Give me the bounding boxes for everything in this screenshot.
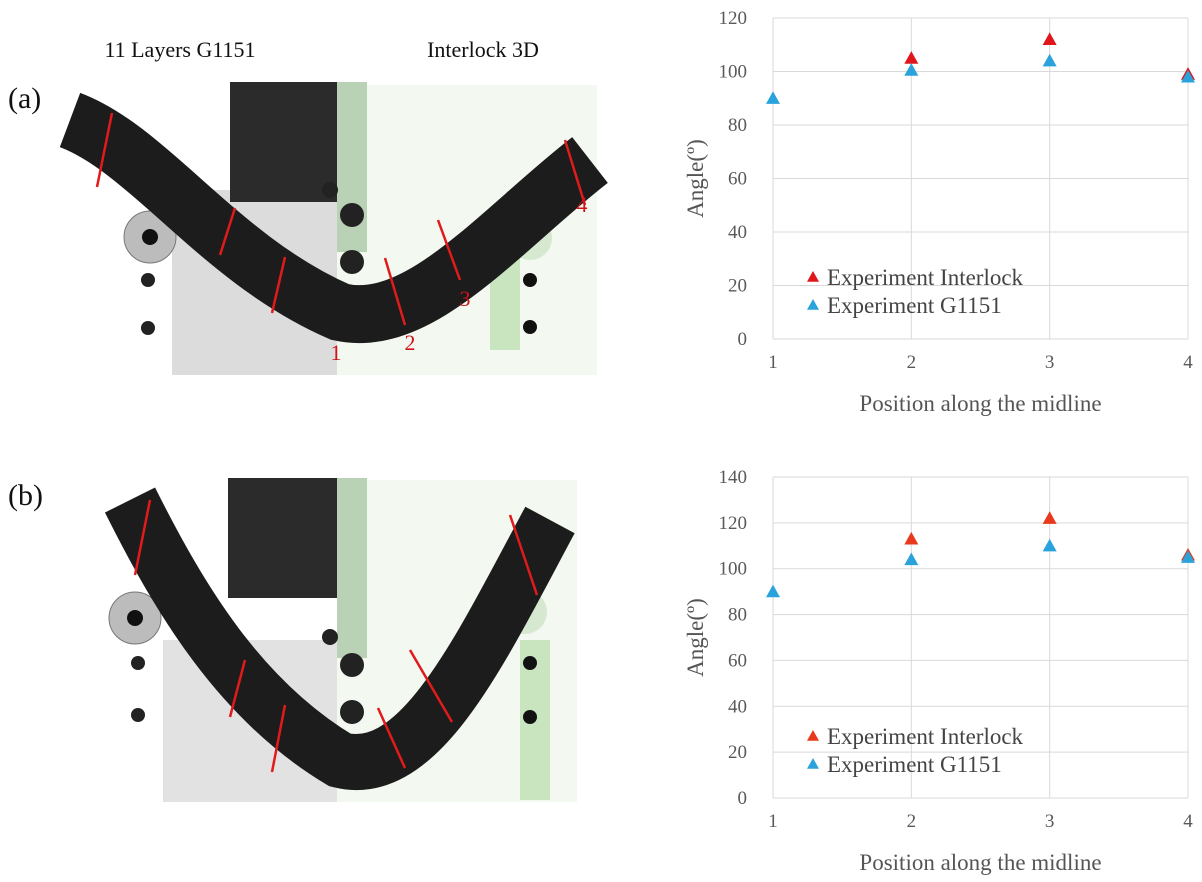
data-point: [904, 552, 919, 566]
y-tick-label: 140: [719, 467, 748, 488]
panel-label: (a): [8, 82, 41, 115]
y-tick-label: 120: [719, 513, 748, 534]
photo-b: [104, 478, 577, 802]
x-tick-label: 1: [768, 352, 778, 373]
legend-marker: [807, 271, 819, 282]
y-tick-label: 40: [728, 222, 747, 243]
x-tick-label: 4: [1183, 352, 1193, 373]
position-marker: 1: [331, 340, 342, 365]
y-tick-label: 100: [719, 559, 748, 580]
x-tick-label: 1: [768, 811, 778, 832]
data-point: [766, 584, 780, 598]
data-point: [1042, 53, 1057, 67]
y-tick-label: 80: [728, 115, 747, 136]
x-axis-title: Position along the midline: [859, 850, 1101, 875]
data-point: [1042, 32, 1057, 45]
x-axis-title: Position along the midline: [859, 391, 1101, 416]
position-marker: 3: [460, 286, 471, 311]
y-tick-label: 20: [728, 276, 747, 297]
x-tick-label: 4: [1183, 811, 1193, 832]
y-axis-title: Angle(º): [683, 139, 708, 218]
legend-label: Experiment Interlock: [827, 265, 1024, 290]
x-tick-label: 3: [1045, 352, 1055, 373]
data-point: [904, 51, 919, 64]
y-tick-label: 60: [728, 169, 747, 190]
x-tick-label: 2: [907, 811, 917, 832]
y-tick-label: 80: [728, 605, 747, 626]
legend-label: Experiment G1151: [827, 293, 1002, 318]
x-tick-label: 3: [1045, 811, 1055, 832]
data-point: [1042, 538, 1057, 552]
legend-label: Experiment Interlock: [827, 724, 1024, 749]
data-point: [766, 91, 780, 104]
y-axis-title: Angle(º): [683, 598, 708, 677]
y-tick-label: 0: [738, 329, 748, 350]
legend-marker: [807, 758, 819, 769]
x-tick-label: 2: [907, 352, 917, 373]
y-tick-label: 40: [728, 696, 747, 717]
data-point: [1181, 550, 1195, 563]
column-title: 11 Layers G1151: [104, 37, 255, 62]
y-tick-label: 120: [719, 8, 748, 29]
y-tick-label: 0: [738, 788, 748, 809]
column-title: Interlock 3D: [427, 37, 539, 62]
data-point: [904, 531, 919, 545]
y-tick-label: 100: [719, 62, 748, 83]
legend-marker: [807, 299, 819, 310]
data-point: [1042, 511, 1057, 524]
position-marker: 4: [577, 192, 588, 217]
legend-label: Experiment G1151: [827, 752, 1002, 777]
panel-label: (b): [8, 479, 43, 512]
data-point: [904, 63, 919, 76]
y-tick-label: 60: [728, 650, 747, 671]
position-marker: 2: [405, 330, 416, 355]
data-point: [1181, 69, 1195, 83]
photo-a: [58, 82, 608, 375]
legend-marker: [807, 730, 819, 741]
y-tick-label: 20: [728, 742, 747, 763]
